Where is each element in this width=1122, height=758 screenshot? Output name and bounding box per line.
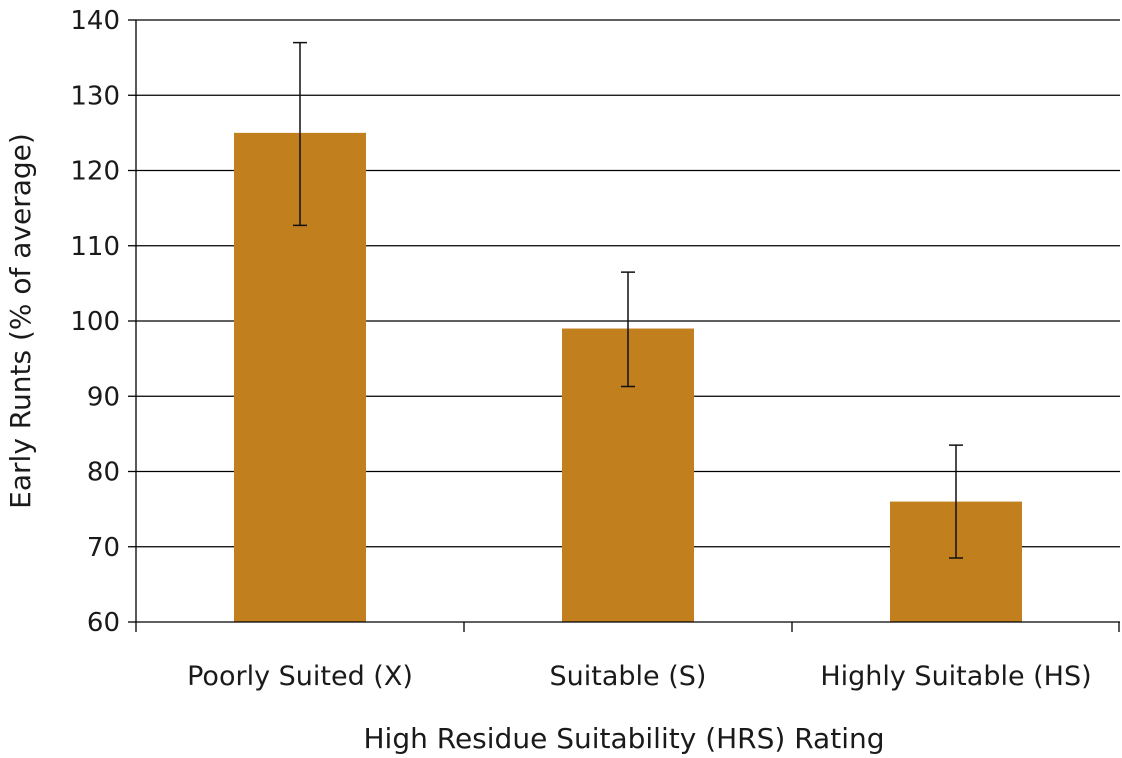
y-tick-label: 60 (87, 608, 120, 638)
y-tick-label: 110 (70, 232, 120, 262)
axes (128, 19, 1120, 632)
error-bar (621, 271, 635, 388)
y-tick-labels: 60 70 80 90 100 110 120 130 140 (70, 6, 120, 638)
y-tick-label: 90 (87, 382, 120, 412)
x-axis-label: High Residue Suitability (HRS) Rating (364, 722, 885, 755)
x-tick-label: Highly Suitable (HS) (820, 661, 1091, 692)
y-tick-label: 70 (87, 533, 120, 563)
error-bar (293, 41, 307, 227)
error-bar (949, 444, 963, 559)
y-tick-label: 130 (70, 81, 120, 111)
error-bars (293, 41, 963, 559)
y-tick-label: 120 (70, 157, 120, 187)
x-tick-label: Suitable (S) (550, 661, 707, 692)
x-tick-label: Poorly Suited (X) (187, 661, 413, 692)
y-tick-label: 80 (87, 458, 120, 488)
x-tick-labels: Poorly Suited (X) Suitable (S) Highly Suit… (187, 661, 1092, 692)
y-tick-label: 100 (70, 307, 120, 337)
bars (234, 132, 1022, 622)
y-axis-label: Early Runts (% of average) (4, 133, 37, 509)
y-tick-label: 140 (70, 6, 120, 36)
